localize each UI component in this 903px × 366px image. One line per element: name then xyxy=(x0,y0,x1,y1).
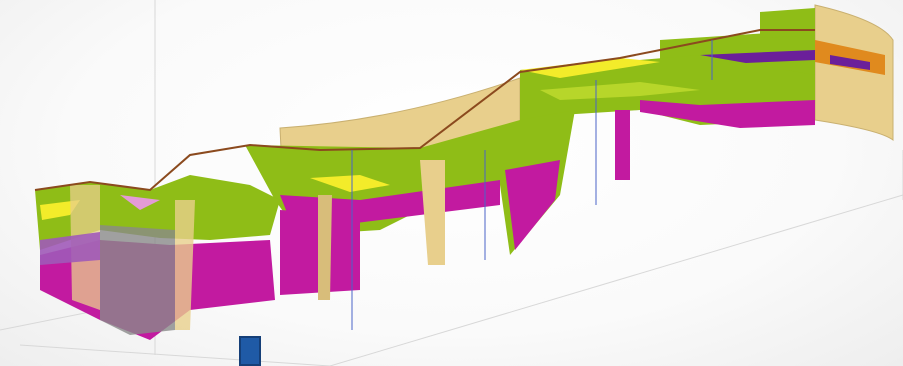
section-center xyxy=(245,110,575,300)
location-marker xyxy=(239,336,261,366)
well-lines xyxy=(351,40,713,330)
tan-panel-right xyxy=(814,4,894,142)
top-surface-edge xyxy=(34,29,815,192)
section-left xyxy=(35,175,280,340)
section-right-middle xyxy=(520,55,815,180)
